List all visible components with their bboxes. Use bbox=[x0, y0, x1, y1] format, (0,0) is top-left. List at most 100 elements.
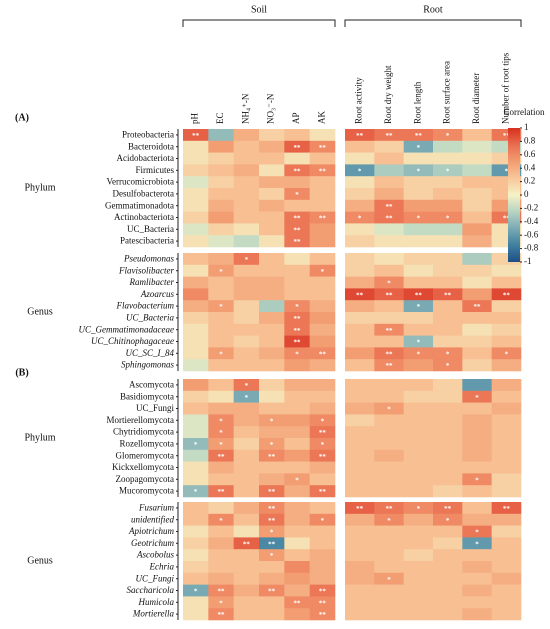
heatmap-cell bbox=[491, 608, 522, 621]
heatmap-cell bbox=[284, 549, 310, 562]
heatmap-cell bbox=[345, 199, 375, 212]
heatmap-cell bbox=[183, 502, 209, 515]
heatmap-cell bbox=[233, 461, 260, 474]
row-label: Proteobacteria bbox=[122, 129, 174, 139]
row-label: UC_Gemmatimonadaceae bbox=[79, 324, 174, 334]
heatmap-cell bbox=[462, 461, 492, 474]
heatmap-cell bbox=[233, 223, 260, 236]
significance-label: * bbox=[245, 256, 249, 264]
significance-label: ** bbox=[386, 203, 394, 211]
heatmap-cell bbox=[433, 438, 463, 451]
significance-label: * bbox=[505, 350, 509, 358]
heatmap-cell bbox=[433, 176, 463, 189]
significance-label: * bbox=[219, 441, 223, 449]
heatmap-cell bbox=[233, 359, 260, 372]
heatmap-cell bbox=[259, 288, 285, 301]
heatmap-cell bbox=[462, 572, 492, 585]
heatmap-cell bbox=[462, 140, 492, 153]
colorbar-tick-label: -1 bbox=[524, 256, 532, 266]
heatmap-cell bbox=[183, 199, 209, 212]
significance-label: * bbox=[446, 350, 450, 358]
heatmap-cell bbox=[345, 485, 375, 498]
row-label: Acidobacteriota bbox=[117, 153, 174, 163]
significance-label: ** bbox=[386, 291, 394, 299]
colorbar-tick-label: 0.4 bbox=[524, 162, 536, 172]
row-label: UC_SC_I_84 bbox=[125, 348, 174, 358]
row-label: Ascobolus bbox=[136, 550, 174, 560]
heatmap-cell bbox=[403, 129, 434, 142]
heatmap-cell bbox=[491, 513, 522, 526]
significance-label: ** bbox=[415, 291, 423, 299]
heatmap-cell bbox=[403, 461, 434, 474]
heatmap-cell bbox=[433, 223, 463, 236]
column-label: Root diameter bbox=[471, 73, 481, 124]
heatmap-cell bbox=[403, 485, 434, 498]
significance-label: * bbox=[387, 576, 391, 584]
heatmap-cell bbox=[403, 235, 434, 248]
heatmap-cell bbox=[374, 335, 404, 348]
heatmap-cell bbox=[208, 235, 234, 248]
heatmap-cell bbox=[284, 253, 310, 266]
heatmap-cell bbox=[259, 129, 285, 142]
heatmap-cell bbox=[462, 264, 492, 277]
heatmap-cell bbox=[233, 129, 260, 142]
heatmap-cell bbox=[462, 608, 492, 621]
heatmap-cell bbox=[259, 572, 285, 585]
heatmap-cell bbox=[433, 359, 463, 372]
heatmap-cell bbox=[433, 335, 463, 348]
group-bracket bbox=[344, 19, 522, 27]
heatmap-cell bbox=[491, 379, 522, 392]
column-label: AK bbox=[316, 111, 326, 124]
heatmap-cell bbox=[208, 485, 234, 498]
significance-label: ** bbox=[503, 215, 511, 223]
heatmap-cell bbox=[259, 176, 285, 189]
column-label: Number of root tips bbox=[500, 52, 510, 124]
heatmap-cell bbox=[208, 473, 234, 486]
heatmap-cell bbox=[284, 129, 310, 142]
heatmap-cell bbox=[284, 390, 310, 403]
heatmap-cell bbox=[433, 235, 463, 248]
significance-label: ** bbox=[319, 588, 327, 596]
row-label: Echria bbox=[149, 561, 175, 571]
heatmap-cell bbox=[403, 164, 434, 177]
heatmap-cell bbox=[233, 438, 260, 451]
heatmap-cell bbox=[259, 347, 285, 360]
significance-label: * bbox=[446, 132, 450, 140]
heatmap-cell bbox=[462, 584, 492, 597]
significance-label: ** bbox=[319, 350, 327, 358]
heatmap-cell bbox=[309, 390, 336, 403]
heatmap-cell bbox=[403, 253, 434, 266]
significance-label: ** bbox=[415, 132, 423, 140]
heatmap-cell bbox=[183, 414, 209, 427]
heatmap-cell bbox=[374, 140, 404, 153]
significance-label: * bbox=[194, 441, 198, 449]
heatmap-cell bbox=[433, 276, 463, 289]
heatmap-cell bbox=[433, 549, 463, 562]
heatmap-cell bbox=[403, 608, 434, 621]
heatmap-cell bbox=[309, 473, 336, 486]
heatmap-cell bbox=[208, 402, 234, 415]
heatmap-cell bbox=[284, 561, 310, 574]
heatmap-cell bbox=[491, 323, 522, 336]
heatmap-cell bbox=[309, 129, 336, 142]
heatmap-cell bbox=[259, 312, 285, 325]
column-label: Root length bbox=[412, 81, 422, 124]
heatmap-cell bbox=[259, 549, 285, 562]
heatmap-cell bbox=[403, 223, 434, 236]
heatmap-cell bbox=[309, 188, 336, 201]
heatmap-cell bbox=[208, 561, 234, 574]
heatmap-cell bbox=[433, 596, 463, 609]
heatmap-cell bbox=[233, 561, 260, 574]
heatmap-cell bbox=[491, 402, 522, 415]
heatmap-cell bbox=[259, 584, 285, 597]
heatmap-cell bbox=[183, 152, 209, 165]
heatmap-cell bbox=[183, 359, 209, 372]
heatmap-cell bbox=[259, 414, 285, 427]
heatmap-cell bbox=[491, 549, 522, 562]
heatmap-cell bbox=[284, 572, 310, 585]
heatmap-cell bbox=[183, 537, 209, 550]
heatmap-cell bbox=[259, 608, 285, 621]
heatmap-cell bbox=[284, 596, 310, 609]
heatmap-cell bbox=[208, 253, 234, 266]
